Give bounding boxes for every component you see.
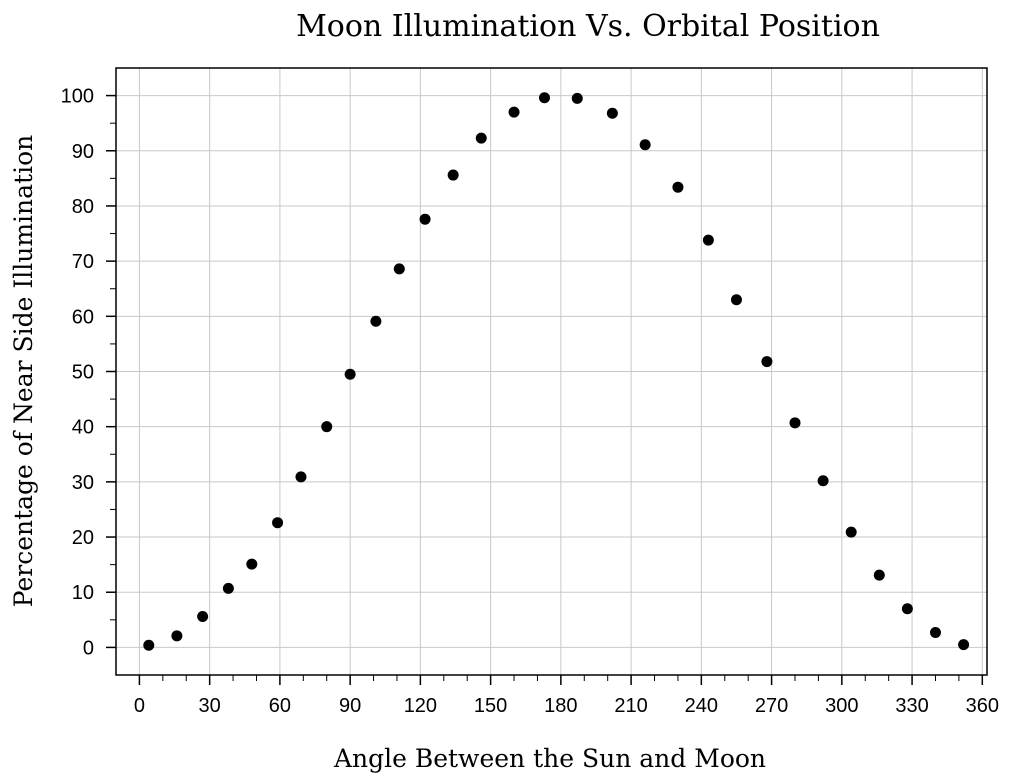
data-point (761, 356, 773, 368)
x-tick-label: 330 (895, 695, 928, 717)
y-tick-label: 30 (72, 472, 94, 494)
data-point (370, 315, 382, 327)
data-point (419, 213, 431, 225)
data-point (475, 132, 487, 144)
y-tick-label: 60 (72, 306, 94, 328)
data-point (873, 569, 885, 581)
data-point (222, 582, 234, 594)
x-tick-label: 30 (199, 695, 221, 717)
y-tick-label: 70 (72, 251, 94, 273)
x-tick-label: 300 (825, 695, 858, 717)
x-tick-label: 210 (614, 695, 647, 717)
x-tick-label: 0 (134, 695, 145, 717)
y-tick-label: 100 (61, 86, 94, 108)
x-tick-label: 270 (755, 695, 788, 717)
x-tick-label: 240 (685, 695, 718, 717)
data-point (143, 639, 155, 651)
y-tick-label: 20 (72, 527, 94, 549)
y-tick-label: 50 (72, 362, 94, 384)
data-point (344, 368, 356, 380)
data-point (672, 181, 684, 193)
data-point (639, 139, 651, 151)
data-point (171, 630, 183, 642)
x-axis-label: Angle Between the Sun and Moon (333, 744, 766, 773)
data-point (606, 107, 618, 119)
x-tick-label: 180 (544, 695, 577, 717)
grid-lines (116, 68, 987, 675)
chart-title: Moon Illumination Vs. Orbital Position (296, 9, 880, 44)
data-point (901, 603, 913, 615)
data-points (143, 92, 970, 651)
x-tick-label: 60 (269, 695, 291, 717)
y-tick-label: 10 (72, 582, 94, 604)
data-point (246, 558, 258, 570)
y-tick-labels: 0 10 20 30 40 50 60 70 80 90 100 (61, 86, 94, 660)
data-point (197, 611, 209, 623)
data-point (272, 517, 284, 529)
data-point (958, 639, 970, 651)
x-tick-label: 120 (404, 695, 437, 717)
data-point (538, 92, 550, 104)
y-tick-label: 0 (83, 637, 94, 659)
y-tick-label: 90 (72, 141, 94, 163)
y-tick-label: 80 (72, 196, 94, 218)
x-tick-labels: 0 30 60 90 120 150 180 210 240 270 300 330 360 (134, 695, 999, 717)
data-point (702, 234, 714, 246)
data-point (817, 475, 829, 487)
axis-ticks (106, 94, 984, 685)
data-point (321, 421, 333, 433)
data-point (571, 92, 583, 104)
plot-frame (115, 67, 988, 676)
y-tick-label: 40 (72, 417, 94, 439)
data-point (929, 627, 941, 639)
data-point (295, 471, 307, 483)
x-tick-label: 90 (339, 695, 361, 717)
x-tick-label: 360 (966, 695, 999, 717)
data-point (845, 526, 857, 538)
y-axis-label: Percentage of Near Side Illumination (9, 135, 38, 608)
data-point (447, 169, 459, 181)
data-point (730, 294, 742, 306)
x-tick-label: 150 (474, 695, 507, 717)
data-point (789, 417, 801, 429)
data-point (508, 106, 520, 118)
data-point (393, 263, 405, 275)
